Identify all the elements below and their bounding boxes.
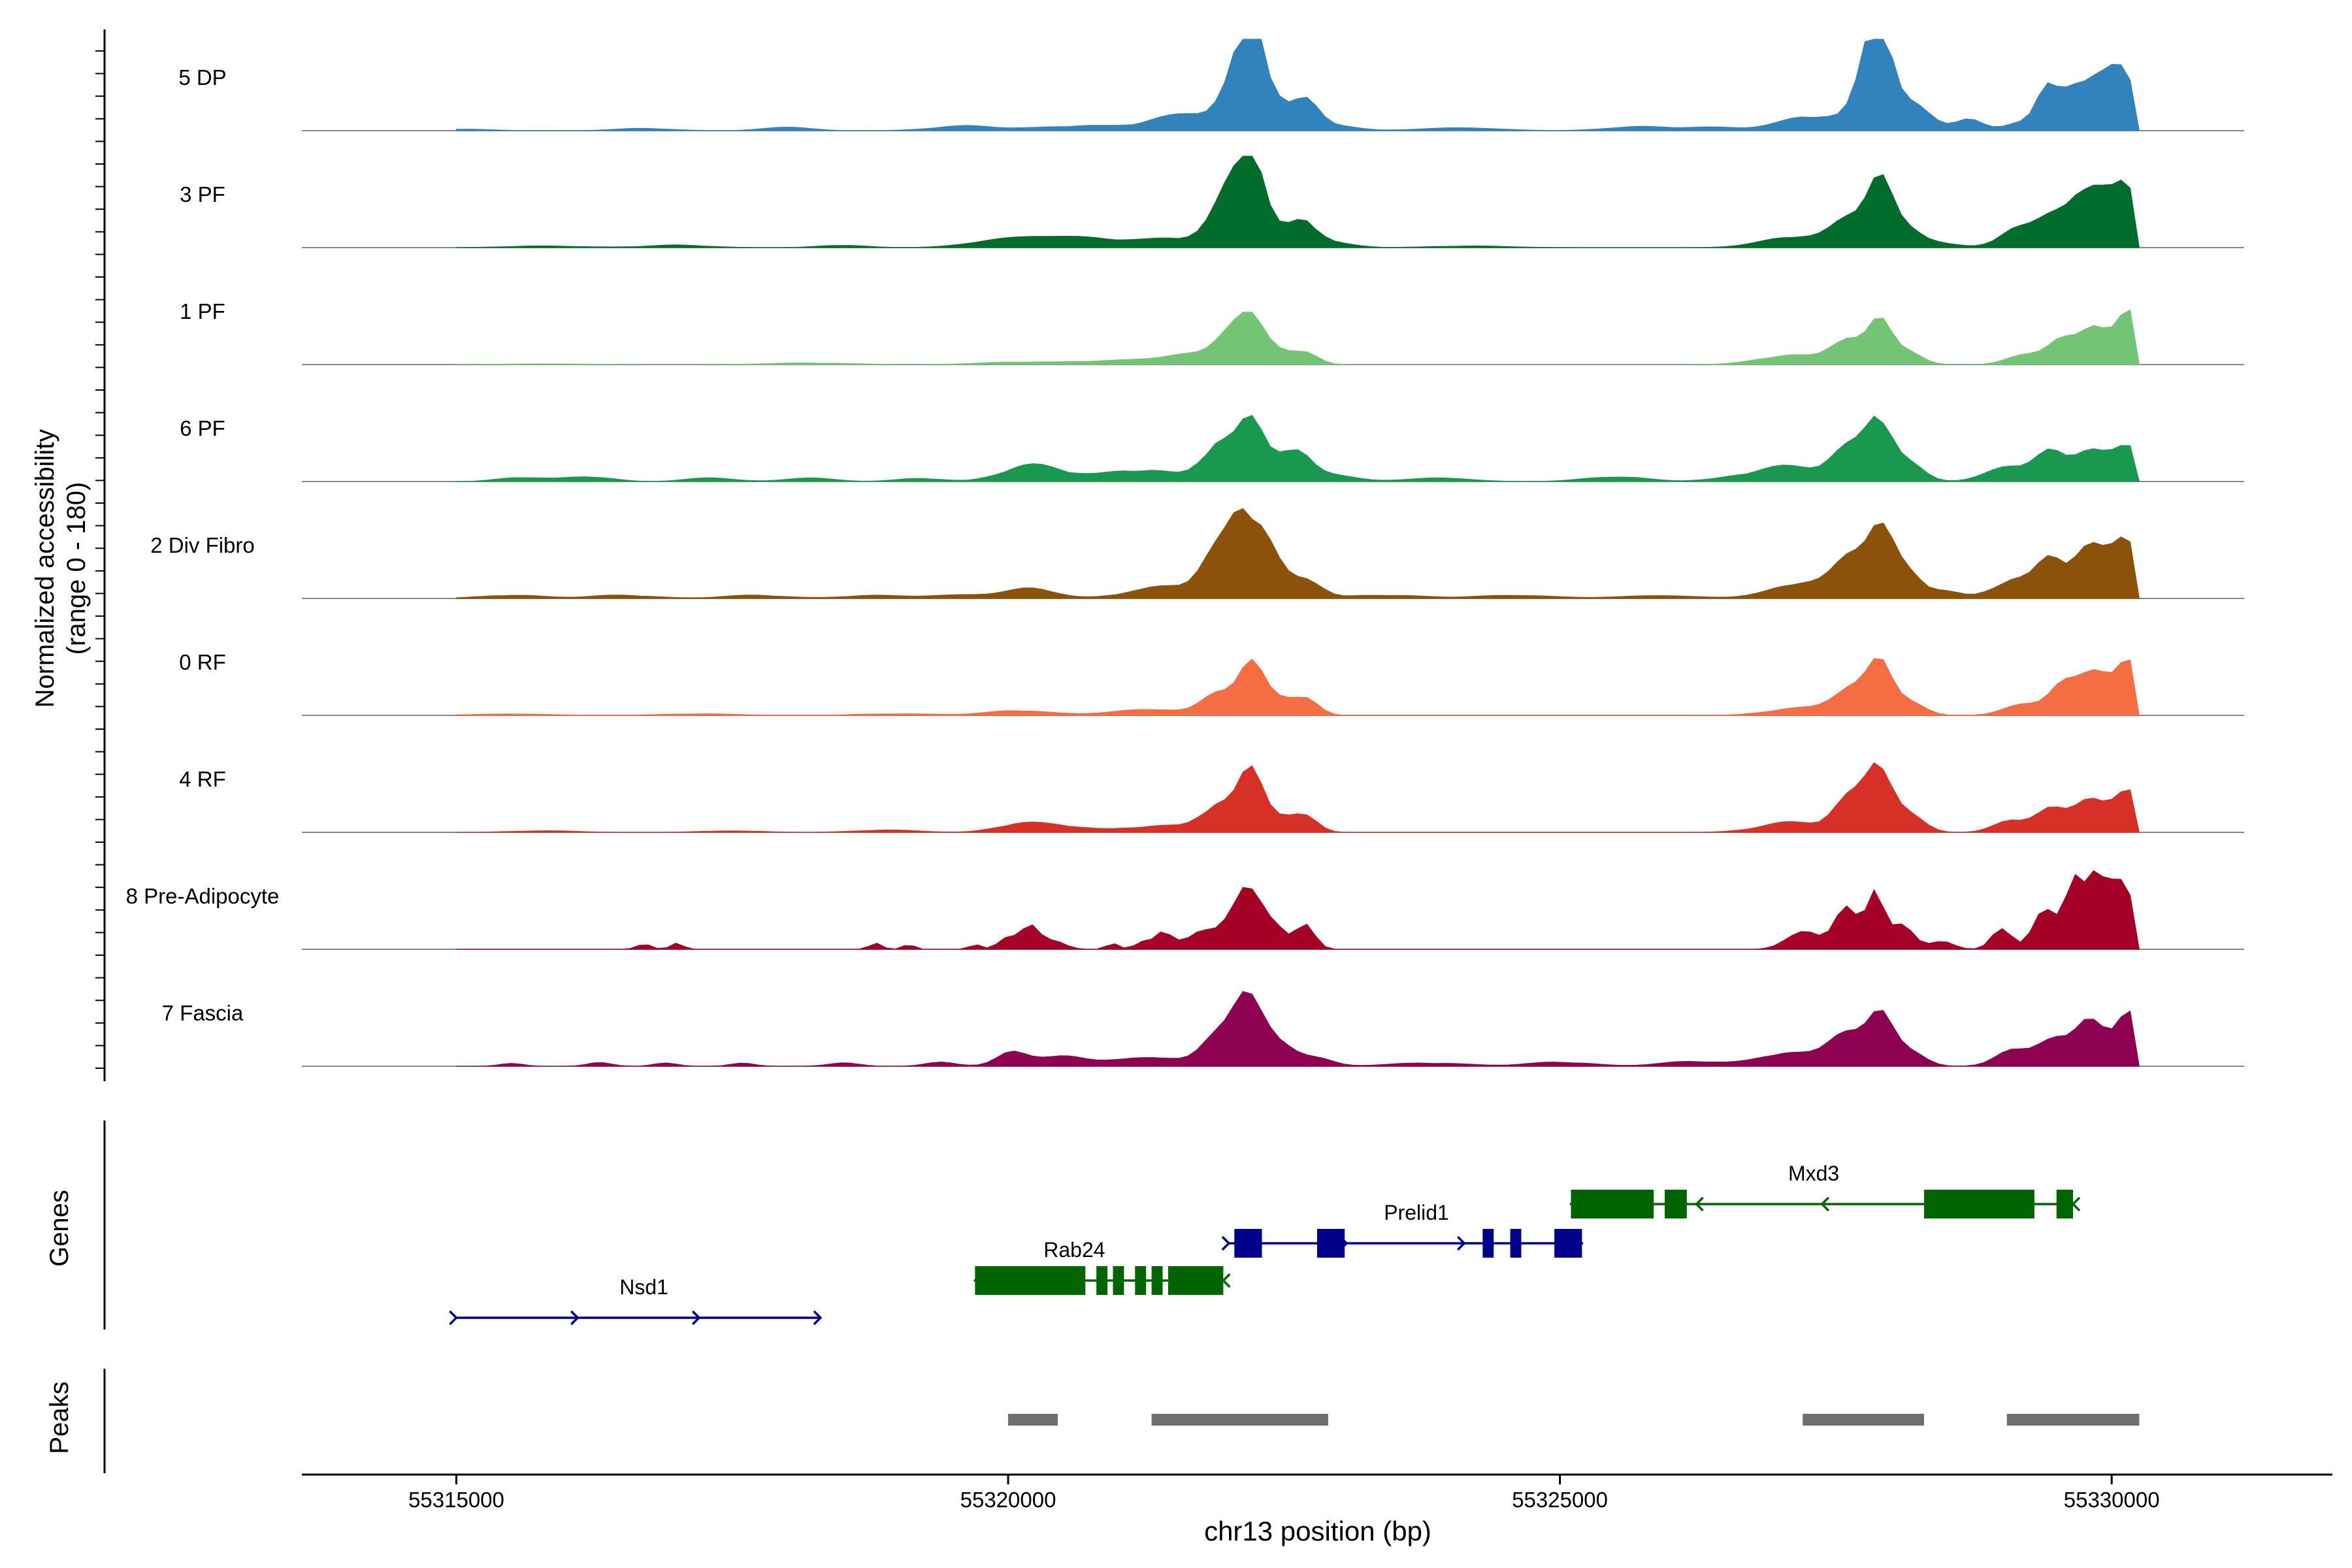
peaks-panel-title: Peaks bbox=[45, 1381, 74, 1454]
x-tick-label: 55330000 bbox=[2064, 1488, 2160, 1512]
strand-arrow bbox=[2071, 1196, 2081, 1212]
coverage-area bbox=[456, 658, 2140, 716]
x-tick-label: 55320000 bbox=[960, 1488, 1056, 1512]
y-axis-title-line1: Normalized accessibility bbox=[31, 429, 59, 708]
gene-exon bbox=[1096, 1266, 1108, 1295]
gene-nsd1: Nsd1 bbox=[449, 1275, 823, 1326]
track-label: 5 DP bbox=[178, 65, 226, 90]
y-axis-title-line2: (range 0 - 180) bbox=[62, 482, 91, 655]
peak-region bbox=[1151, 1414, 1328, 1426]
gene-exon bbox=[1173, 1266, 1224, 1295]
track-5-dp: 5 DP bbox=[178, 39, 2244, 131]
track-label: 8 Pre-Adipocyte bbox=[126, 884, 280, 908]
gene-annotation-panel: Nsd1 Rab24 Prelid1 Mxd3 bbox=[103, 1120, 2081, 1330]
y-axis bbox=[95, 29, 106, 1081]
strand-arrow bbox=[1221, 1235, 1231, 1251]
genes-panel-title: Genes bbox=[45, 1190, 74, 1267]
x-tick-label: 55315000 bbox=[408, 1488, 504, 1512]
gene-prelid1: Prelid1 bbox=[1221, 1201, 1584, 1258]
coverage-area bbox=[456, 415, 2140, 482]
coverage-area bbox=[456, 39, 2140, 131]
gene-exon bbox=[1665, 1190, 1687, 1218]
coverage-area bbox=[456, 762, 2140, 833]
gene-mxd3: Mxd3 bbox=[1569, 1162, 2081, 1218]
coverage-area bbox=[456, 309, 2140, 365]
coverage-area bbox=[456, 870, 2140, 950]
track-label: 2 Div Fibro bbox=[150, 533, 255, 557]
strand-arrow bbox=[1695, 1196, 1704, 1212]
track-1-pf: 1 PF bbox=[180, 299, 2244, 365]
gene-exon bbox=[1135, 1266, 1147, 1295]
track-8-pre-adipocyte: 8 Pre-Adipocyte bbox=[126, 870, 2244, 950]
peak-region bbox=[1803, 1414, 1925, 1426]
track-label: 1 PF bbox=[180, 299, 225, 323]
strand-arrow bbox=[813, 1310, 823, 1326]
axis-titles: Normalized accessibility (range 0 - 180)… bbox=[31, 429, 1431, 1546]
track-7-fascia: 7 Fascia bbox=[162, 990, 2244, 1067]
track-label: 3 PF bbox=[180, 182, 225, 206]
coverage-area bbox=[456, 990, 2140, 1067]
peak-region bbox=[2006, 1414, 2140, 1426]
gene-exon bbox=[2056, 1190, 2074, 1218]
strand-arrow bbox=[570, 1310, 580, 1326]
track-3-pf: 3 PF bbox=[180, 155, 2244, 248]
strand-arrow bbox=[1456, 1235, 1466, 1251]
gene-exon bbox=[975, 1266, 1086, 1295]
strand-arrow bbox=[691, 1310, 701, 1326]
track-label: 6 PF bbox=[180, 416, 225, 440]
gene-label: Nsd1 bbox=[619, 1275, 668, 1299]
strand-arrow bbox=[449, 1310, 458, 1326]
coverage-area bbox=[456, 155, 2140, 248]
gene-exon bbox=[1482, 1229, 1494, 1258]
gene-exon bbox=[1510, 1229, 1522, 1258]
x-axis-title: chr13 position (bp) bbox=[1204, 1516, 1431, 1546]
gene-exon bbox=[1234, 1229, 1262, 1258]
gene-exon bbox=[1554, 1229, 1582, 1258]
track-label: 4 RF bbox=[179, 767, 226, 791]
strand-arrow bbox=[1820, 1196, 1830, 1212]
peak-region bbox=[1008, 1414, 1058, 1426]
track-4-rf: 4 RF bbox=[179, 762, 2244, 833]
gene-exon bbox=[1924, 1190, 2034, 1218]
track-6-pf: 6 PF bbox=[180, 415, 2244, 482]
strand-arrow bbox=[1221, 1273, 1231, 1288]
track-0-rf: 0 RF bbox=[179, 650, 2244, 716]
gene-exon bbox=[1571, 1190, 1654, 1218]
x-tick-label: 55325000 bbox=[1512, 1488, 1608, 1512]
gene-exon bbox=[1113, 1266, 1124, 1295]
peaks-panel bbox=[103, 1369, 2140, 1473]
track-label: 0 RF bbox=[179, 650, 226, 674]
coverage-area bbox=[456, 508, 2140, 599]
gene-label: Mxd3 bbox=[1788, 1162, 1839, 1185]
gene-rab24: Rab24 bbox=[973, 1238, 1231, 1295]
track-2-div-fibro: 2 Div Fibro bbox=[150, 508, 2244, 599]
track-label: 7 Fascia bbox=[162, 1001, 244, 1025]
gene-exon bbox=[1151, 1266, 1163, 1295]
gene-exon bbox=[1317, 1229, 1345, 1258]
x-axis: 55315000 55320000 55325000 55330000 bbox=[302, 1473, 2332, 1512]
gene-label: Rab24 bbox=[1043, 1238, 1105, 1262]
coverage-tracks: 5 DP 3 PF 1 PF 6 PF 2 Div Fibro 0 RF 4 RF 8 Pre… bbox=[126, 39, 2244, 1067]
gene-label: Prelid1 bbox=[1384, 1201, 1449, 1224]
